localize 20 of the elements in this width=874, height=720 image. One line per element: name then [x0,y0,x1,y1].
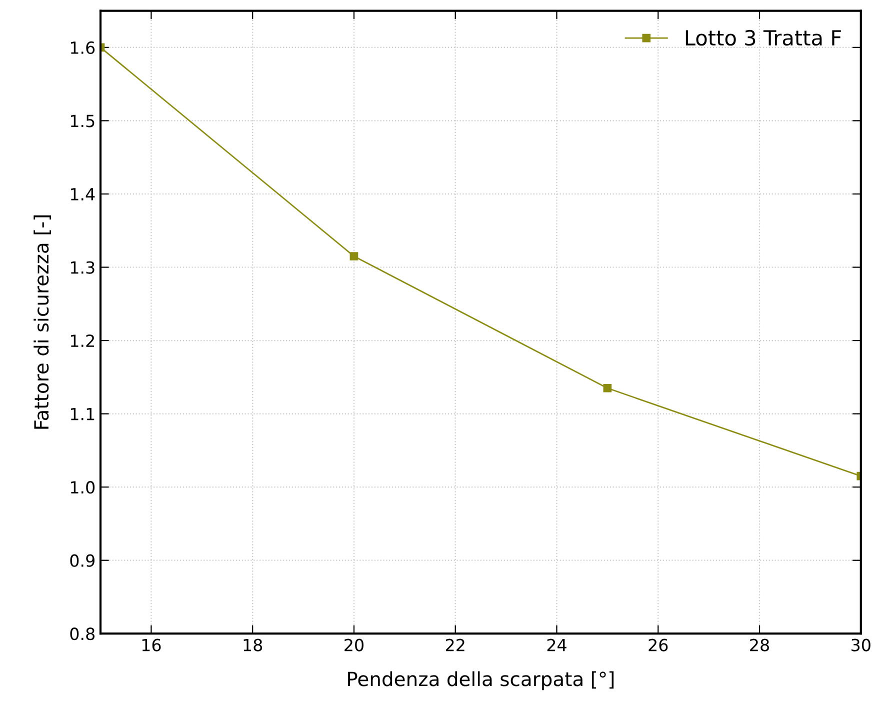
legend-label: Lotto 3 Tratta F [686,30,841,46]
x-tick-label: 18 [244,638,262,652]
y-tick-label: 0.8 [70,628,95,640]
y-tick-label: 1.5 [70,114,94,128]
y-tick-label: 1.2 [70,334,94,347]
y-axis-title: Fattore di sicurezza [-] [34,215,51,429]
x-tick-label: 22 [446,638,464,652]
x-axis-title: Pendenza della scarpata [°] [348,671,614,690]
x-tick-label: 20 [344,638,364,652]
x-tick-label: 24 [547,638,566,652]
x-tick-label: 16 [142,638,161,652]
y-tick-label: 1.1 [70,408,94,420]
y-tick-label: 0.9 [70,554,94,567]
y-tick-label: 1.3 [70,261,94,274]
x-tick-label: 30 [852,638,870,652]
x-tick-label: 26 [648,638,668,652]
y-tick-label: 1.6 [70,41,95,54]
y-tick-label: 1.0 [70,481,95,494]
x-tick-label: 28 [750,638,769,652]
y-tick-label: 1.4 [70,188,95,200]
